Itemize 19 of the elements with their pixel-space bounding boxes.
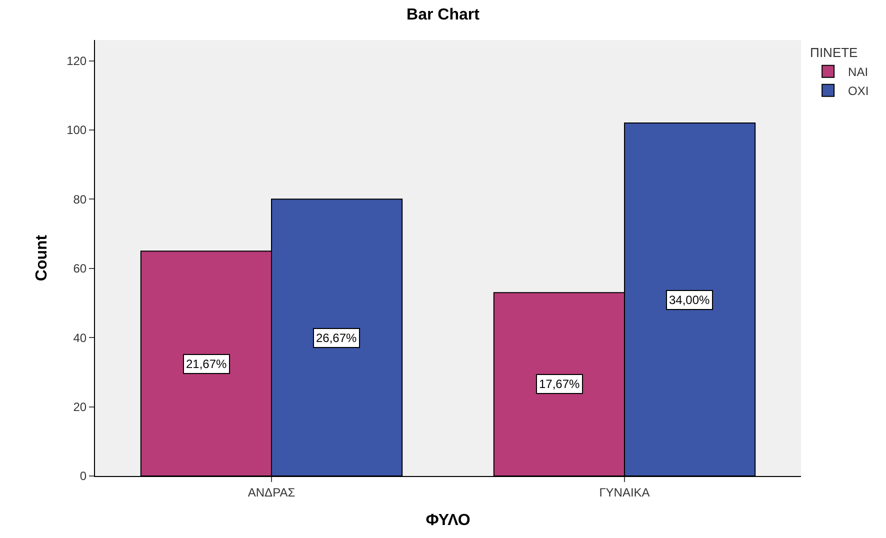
legend-label: ΝΑΙ (848, 65, 868, 80)
annotation: 17,67% (539, 377, 580, 391)
x-axis-title: ΦΥΛΟ (426, 512, 470, 530)
legend-title: ΠΙΝΕΤΕ (810, 44, 858, 60)
x-tick-label: ΑΝΔΡΑΣ (248, 485, 296, 500)
y-tick-label: 40 (73, 330, 87, 345)
annotation: 21,67% (186, 357, 228, 371)
legend-label: ΟΧΙ (848, 84, 869, 98)
y-tick-label: 20 (73, 400, 87, 414)
y-axis-title: Count (33, 234, 50, 282)
y-tick-label: 120 (66, 54, 87, 68)
annotation: 34,00% (669, 293, 710, 307)
annotation: 26,67% (316, 331, 358, 345)
chart-title: Bar Chart (406, 6, 480, 24)
y-tick-label: 100 (66, 123, 87, 138)
y-tick-label: 60 (73, 262, 87, 276)
y-tick-label: 80 (73, 192, 87, 206)
y-tick-label: 0 (80, 469, 87, 484)
x-tick-label: ΓΥΝΑΙΚΑ (599, 485, 650, 500)
